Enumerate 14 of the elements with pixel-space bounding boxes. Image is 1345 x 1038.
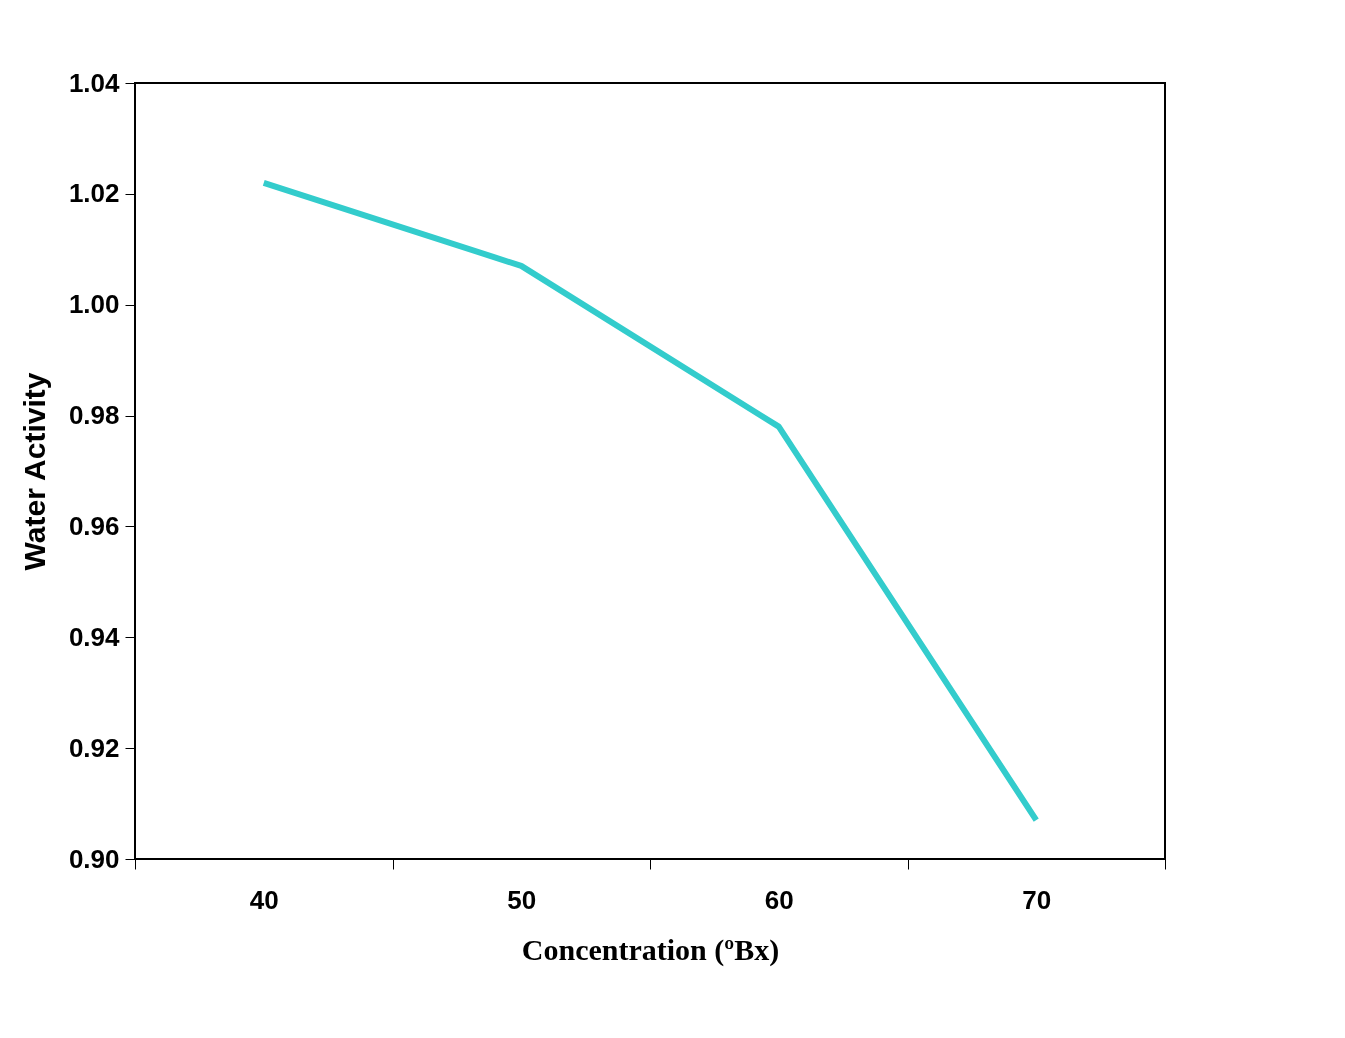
- y-tick-label: 1.04: [68, 67, 121, 98]
- y-tick-label: 0.98: [68, 400, 120, 431]
- y-tick-label: 0.94: [68, 621, 121, 652]
- x-axis-title: Concentration (ºBx): [521, 932, 780, 967]
- y-axis-title: Water Activity: [17, 372, 51, 571]
- y-tick-label: 0.92: [68, 732, 120, 763]
- y-tick-label: 1.00: [68, 289, 120, 320]
- y-tick-label: 1.02: [68, 178, 120, 209]
- y-tick-label: 0.90: [68, 843, 120, 874]
- x-tick-label: 50: [507, 884, 537, 915]
- x-tick-label: 70: [1022, 884, 1052, 915]
- x-tick-label: 40: [249, 884, 279, 915]
- x-tick-label: 60: [764, 884, 794, 915]
- y-tick-label: 0.96: [68, 510, 120, 541]
